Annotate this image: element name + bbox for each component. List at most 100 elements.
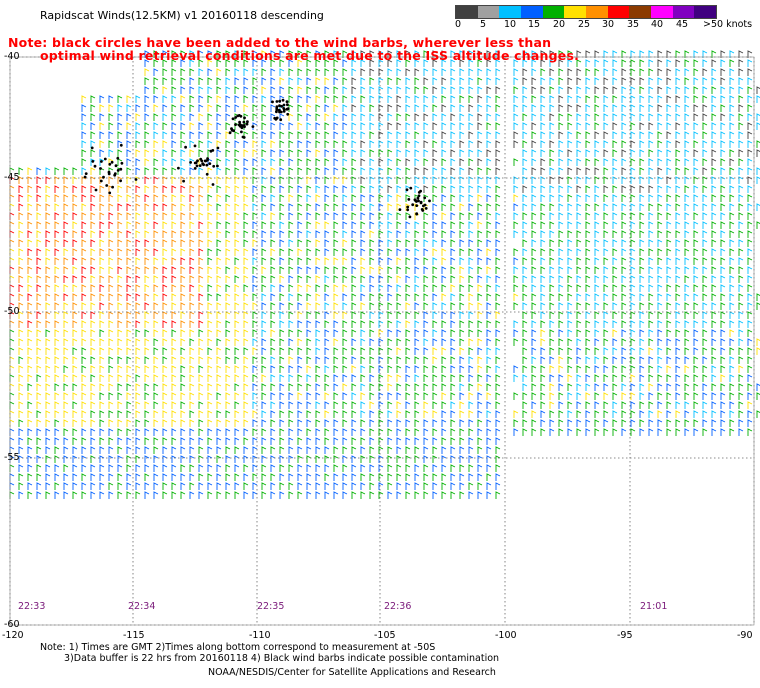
- wind-barb: [324, 401, 330, 409]
- wind-barb: [621, 320, 627, 328]
- wind-barb: [675, 248, 681, 256]
- wind-barb: [378, 320, 384, 328]
- wind-barb: [360, 131, 366, 139]
- wind-barb: [693, 383, 699, 391]
- wind-barb: [117, 212, 123, 220]
- wind-barb: [261, 275, 267, 283]
- wind-barb: [144, 446, 150, 454]
- wind-barb: [288, 212, 294, 220]
- wind-barb: [144, 59, 150, 67]
- wind-barb: [369, 239, 375, 247]
- wind-barb: [333, 491, 339, 499]
- wind-barb: [621, 194, 627, 202]
- wind-barb: [648, 203, 654, 211]
- wind-barb: [657, 122, 663, 130]
- wind-barb: [315, 257, 321, 265]
- wind-barb: [675, 302, 681, 310]
- wind-barb: [738, 383, 744, 391]
- wind-barb: [279, 464, 285, 472]
- wind-barb: [540, 347, 546, 355]
- wind-barb: [180, 491, 186, 499]
- wind-barb: [126, 95, 132, 103]
- wind-barb: [279, 275, 285, 283]
- wind-barb: [288, 68, 294, 76]
- wind-barb: [738, 338, 744, 346]
- wind-barb: [243, 203, 249, 211]
- wind-barb: [639, 338, 645, 346]
- wind-barb: [90, 491, 96, 499]
- wind-barb: [90, 113, 96, 121]
- wind-barb: [396, 104, 402, 112]
- wind-barb: [612, 275, 618, 283]
- wind-barb: [513, 77, 519, 85]
- wind-barb: [18, 221, 24, 229]
- wind-barb: [414, 329, 420, 337]
- wind-barb: [171, 446, 177, 454]
- wind-barb: [342, 437, 348, 445]
- wind-barb: [261, 257, 267, 265]
- wind-barb: [63, 185, 69, 193]
- wind-barb: [108, 131, 114, 139]
- wind-barb: [261, 104, 267, 112]
- wind-barb: [558, 284, 564, 292]
- wind-barb: [378, 176, 384, 184]
- wind-barb: [486, 482, 492, 490]
- wind-barb: [621, 185, 627, 193]
- wind-barb: [99, 410, 105, 418]
- wind-barb: [576, 77, 582, 85]
- wind-barb: [243, 455, 249, 463]
- wind-barb: [549, 410, 555, 418]
- contamination-marker: [419, 189, 422, 193]
- wind-barb: [477, 86, 483, 94]
- colorbar-swatch: [629, 6, 652, 18]
- wind-barb: [261, 167, 267, 175]
- contamination-marker: [111, 185, 114, 189]
- wind-barb: [180, 482, 186, 490]
- wind-barb: [225, 167, 231, 175]
- colorbar-label: 5: [480, 19, 487, 30]
- wind-barb: [441, 428, 447, 436]
- wind-barb: [513, 374, 519, 382]
- colorbar-label: 40: [651, 19, 664, 30]
- wind-barb: [90, 104, 96, 112]
- wind-barb: [477, 104, 483, 112]
- wind-barb: [45, 365, 51, 373]
- wind-barb: [270, 284, 276, 292]
- wind-barb: [189, 176, 195, 184]
- wind-barb: [252, 194, 258, 202]
- wind-barb: [531, 293, 537, 301]
- contamination-marker: [406, 205, 410, 209]
- wind-barb: [738, 329, 744, 337]
- wind-barb: [540, 221, 546, 229]
- wind-barb: [720, 176, 726, 184]
- wind-barb: [396, 455, 402, 463]
- wind-barb: [747, 194, 753, 202]
- wind-barb: [36, 248, 42, 256]
- wind-barb: [342, 410, 348, 418]
- wind-barb: [144, 293, 150, 301]
- wind-barb: [45, 392, 51, 400]
- wind-barb: [342, 221, 348, 229]
- wind-barb: [549, 194, 555, 202]
- wind-barb: [153, 491, 159, 499]
- wind-barb: [567, 383, 573, 391]
- wind-barb: [387, 455, 393, 463]
- wind-barb: [297, 383, 303, 391]
- wind-barb: [306, 194, 312, 202]
- wind-barb: [549, 257, 555, 265]
- wind-barb: [234, 203, 240, 211]
- wind-barb: [171, 293, 177, 301]
- wind-barb: [108, 248, 114, 256]
- wind-barb: [675, 212, 681, 220]
- wind-barb: [603, 50, 609, 58]
- wind-barb: [414, 50, 420, 58]
- wind-barb: [90, 464, 96, 472]
- wind-barb: [333, 338, 339, 346]
- wind-barb: [342, 77, 348, 85]
- wind-barb: [288, 230, 294, 238]
- wind-barb: [162, 266, 168, 274]
- wind-barb: [351, 491, 357, 499]
- wind-barb: [153, 50, 159, 58]
- wind-barb: [531, 257, 537, 265]
- wind-barb: [45, 428, 51, 436]
